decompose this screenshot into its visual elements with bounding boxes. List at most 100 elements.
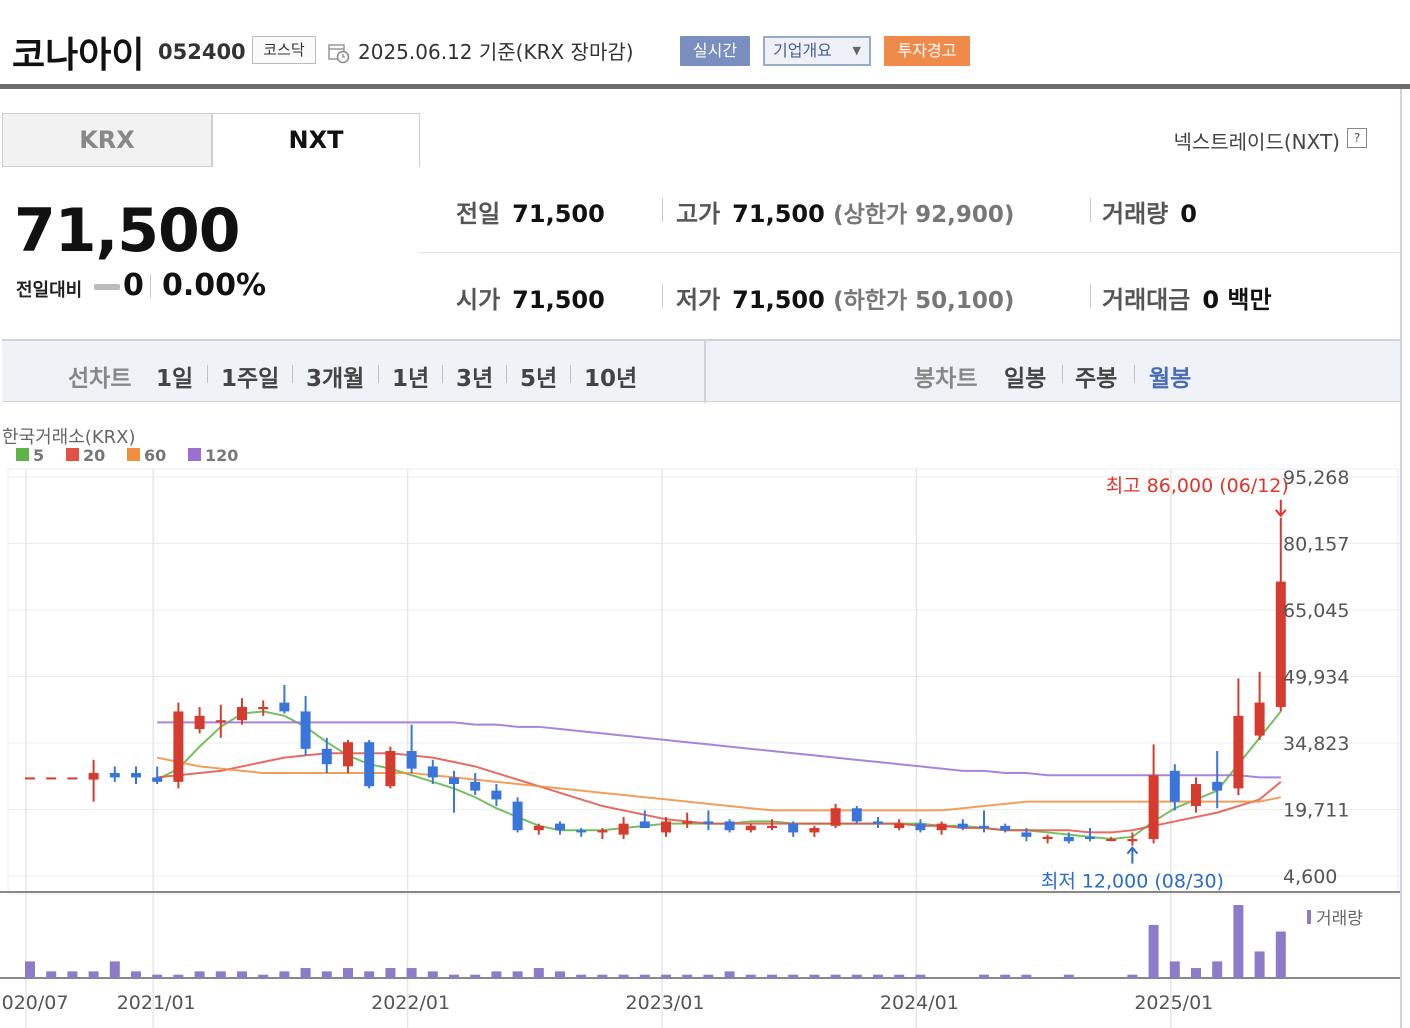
divider [1090, 284, 1091, 308]
period-1d[interactable]: 1일 [156, 366, 194, 392]
ma-legend: 5 20 60 120 [16, 446, 238, 465]
prev-close: 전일 71,500 [456, 194, 605, 229]
tab-krx[interactable]: KRX [2, 113, 212, 167]
candle-2025-05 [1254, 671, 1265, 741]
candle-body [788, 823, 799, 833]
change-label: 전일대비 [16, 280, 83, 301]
candle-body [767, 825, 777, 829]
candle-2022-05 [491, 784, 502, 807]
candle-2022-02 [427, 759, 438, 785]
investment-warning-badge[interactable]: 투자경고 [884, 36, 970, 66]
period-3y[interactable]: 3년 [456, 366, 494, 392]
high-value: 71,500 [732, 200, 825, 228]
volume-bar [1021, 974, 1032, 978]
ma-line-20 [157, 752, 1282, 834]
low-label: 저가 [676, 286, 721, 314]
volume-bar [618, 974, 629, 978]
volume-bar [1191, 968, 1201, 978]
volume-bar [512, 971, 523, 978]
realtime-button[interactable]: 실시간 [680, 36, 750, 66]
period-1y[interactable]: 1년 [392, 366, 430, 392]
candle-body [88, 773, 99, 780]
volume-value: 0 [1180, 200, 1197, 228]
candle-body [597, 830, 608, 833]
candle-body [512, 801, 523, 831]
candle-2022-04 [470, 773, 481, 796]
candle-2025-01 [1169, 764, 1180, 811]
x-tick-label: 2025/01 [1134, 992, 1213, 1014]
candle-2022-07 [533, 823, 544, 835]
candle-body [385, 751, 396, 787]
candle-2024-04 [979, 810, 989, 833]
x-axis: 2020/07 2021/01 2022/01 2023/01 2024/01 2025/… [0, 992, 1213, 1014]
candle-body [109, 773, 120, 778]
arrow-down-icon [1275, 499, 1287, 518]
tab-nxt[interactable]: NXT [212, 113, 420, 167]
candle-body [1021, 832, 1032, 837]
candle-daily[interactable]: 일봉 [1004, 366, 1047, 392]
volume-bar [682, 974, 693, 978]
calendar-clock-icon [328, 44, 350, 64]
candle-body [809, 828, 820, 833]
candle-2023-11 [873, 817, 883, 829]
trade-amount: 거래대금 0 백만 [1102, 280, 1272, 315]
ma-line-60 [156, 756, 1282, 812]
divider [292, 365, 293, 383]
candle-body [406, 751, 417, 769]
company-overview-dropdown[interactable]: 기업개요 ▼ [763, 36, 871, 66]
candle-body [152, 777, 163, 782]
open-label: 시가 [456, 286, 501, 314]
volume-bar [131, 971, 141, 978]
volume-bar [364, 971, 375, 978]
nxt-exchange-label[interactable]: 넥스트레이드(NXT) [1173, 130, 1340, 154]
volume-bar [724, 971, 735, 978]
volume-bar [745, 974, 756, 978]
candle-body [1042, 836, 1053, 840]
divider [570, 365, 571, 383]
volume-bars: 거래량 [0, 891, 1400, 979]
candle-weekly[interactable]: 주봉 [1075, 366, 1118, 392]
price-chart[interactable]: 한국거래소(KRX) 5 20 60 120 95,268 80,157 65,045 49… [0, 403, 1410, 1028]
candle-body [682, 821, 693, 824]
period-1w[interactable]: 1주일 [221, 366, 280, 392]
volume-bar [1275, 931, 1286, 978]
stats-divider [420, 252, 1400, 253]
candle-2024-12 [1148, 744, 1159, 844]
low-price: 저가 71,500 (하한가 50,100) [676, 280, 1014, 315]
volume-bar [661, 974, 671, 978]
candle-body [555, 823, 565, 831]
legend-swatch-60 [127, 448, 140, 461]
legend-label-120: 120 [205, 446, 238, 465]
amount-value: 0 백만 [1202, 286, 1272, 314]
volume-bar [25, 961, 35, 978]
candle-body [1148, 775, 1159, 840]
legend-swatch-20 [66, 448, 79, 461]
period-3m[interactable]: 3개월 [306, 366, 365, 392]
volume-label: 거래량 [1102, 200, 1169, 228]
legend-label-60: 60 [144, 446, 166, 465]
volume-bar [851, 974, 862, 978]
candle-monthly[interactable]: 월봉 [1149, 366, 1192, 392]
volume-bar [215, 971, 226, 978]
candle-2022-09 [576, 828, 587, 837]
y-tick-label: 19,711 [1283, 800, 1349, 822]
volume-legend-swatch [1307, 910, 1311, 924]
volume-bar [1063, 974, 1074, 978]
candle-body [449, 777, 459, 785]
volume-bar [152, 974, 163, 978]
volume-bar [894, 974, 905, 978]
period-10y[interactable]: 10년 [584, 366, 638, 392]
annotations: 최고 86,000 (06/12) 최저 12,000 (08/30) [1041, 475, 1289, 893]
divider [662, 284, 663, 308]
candle-2021-06 [258, 700, 269, 716]
change-value: 0 [123, 268, 144, 303]
candle-body [427, 766, 438, 778]
header-divider [0, 84, 1410, 89]
candle-2022-12 [639, 810, 650, 829]
info-icon[interactable]: ? [1347, 128, 1367, 148]
company-overview-label: 기업개요 [773, 41, 832, 60]
period-5y[interactable]: 5년 [520, 366, 558, 392]
candle-body [364, 742, 375, 787]
chevron-down-icon: ▼ [852, 44, 861, 57]
divider [150, 274, 151, 298]
